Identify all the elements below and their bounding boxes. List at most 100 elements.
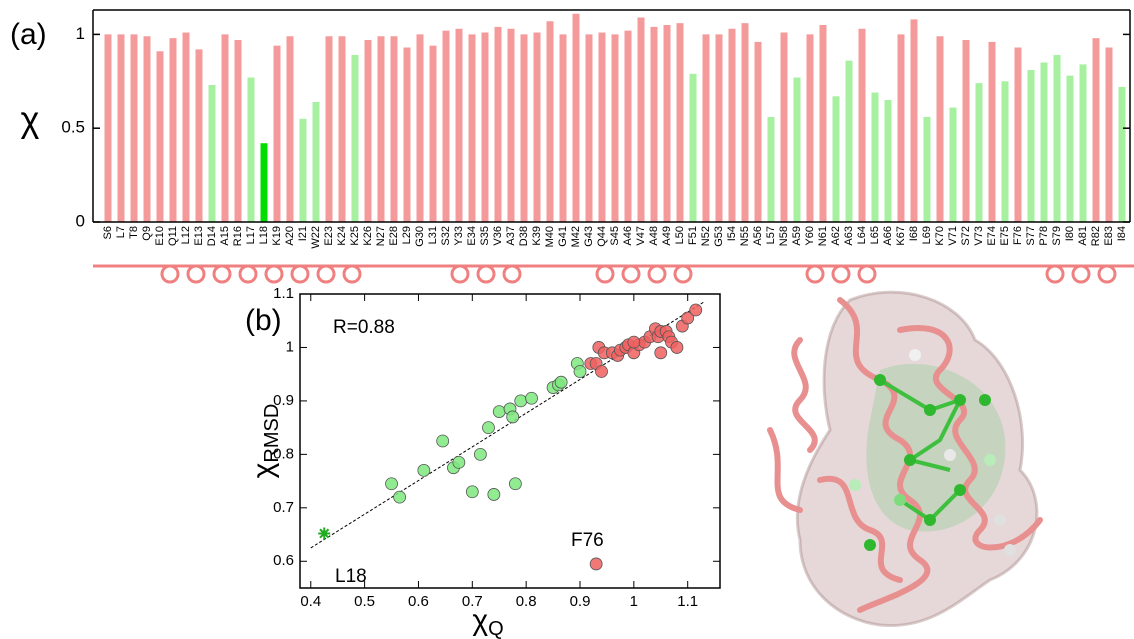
helix-loop	[186, 264, 206, 284]
bar	[182, 32, 190, 222]
bar	[1001, 81, 1009, 222]
bar	[949, 107, 957, 222]
x-tick-label: S45	[609, 226, 621, 246]
plot-frame	[299, 293, 721, 589]
x-tick-label: A66	[882, 226, 894, 246]
bar	[299, 118, 307, 222]
x-tick-label: 0.8	[516, 593, 537, 610]
x-tick-label: L50	[674, 226, 686, 244]
point	[318, 527, 331, 540]
bar	[1027, 70, 1035, 222]
y-axis-label: χ	[21, 99, 40, 140]
x-tick-label: K70	[934, 226, 946, 246]
x-tick-label: I68	[908, 226, 920, 241]
helix-loop	[805, 264, 825, 284]
helix-loop	[450, 264, 470, 284]
point	[417, 463, 431, 477]
x-tick-label: S6	[102, 226, 114, 239]
bar	[832, 96, 840, 222]
bar	[247, 77, 255, 222]
bar	[741, 23, 749, 222]
text-part: χ	[247, 462, 280, 478]
point	[506, 410, 520, 424]
y-tick-label: 0.5	[61, 118, 85, 137]
text-part: RMSD	[261, 404, 283, 463]
x-tick-label: Y60	[804, 226, 816, 246]
helix-loop	[290, 264, 310, 284]
helix-loop	[595, 264, 615, 284]
x-tick-label: A37	[505, 226, 517, 246]
point	[670, 341, 684, 354]
bar	[819, 25, 827, 222]
bar	[806, 34, 814, 223]
bar	[611, 34, 619, 223]
x-tick-label: 0.6	[408, 593, 429, 610]
x-tick-label: S77	[1025, 226, 1037, 246]
bar	[429, 45, 437, 222]
x-tick-label: K67	[895, 226, 907, 246]
x-tick-label: N27	[375, 226, 387, 246]
helix-loop	[316, 264, 336, 284]
point	[654, 346, 668, 360]
bar	[286, 36, 294, 222]
helix-loop	[857, 264, 877, 284]
x-tick-label: L18	[258, 226, 270, 244]
bar	[897, 34, 905, 223]
bar	[676, 23, 684, 222]
bar	[923, 116, 931, 222]
y-tick-label: 0.7	[273, 499, 294, 516]
bar	[416, 34, 424, 223]
x-tick-label: K24	[336, 226, 348, 246]
bar	[1079, 64, 1087, 223]
y-tick-label: 1	[286, 338, 294, 355]
x-tick-label: R16	[232, 226, 244, 246]
x-tick-label: L69	[921, 226, 933, 244]
x-tick-label: S72	[960, 226, 972, 246]
bar	[1105, 47, 1113, 222]
bar	[1014, 47, 1022, 222]
bar	[871, 92, 879, 222]
x-tick-label: I80	[1064, 226, 1076, 241]
bar	[975, 83, 983, 222]
bar	[312, 101, 320, 222]
text-part: χ	[472, 604, 488, 637]
point	[681, 311, 695, 325]
bar	[715, 34, 723, 223]
point	[595, 365, 608, 378]
helix-loop	[1045, 264, 1065, 284]
x-tick-label: S35	[479, 226, 491, 246]
bar	[962, 40, 970, 222]
bar	[351, 55, 359, 222]
bar	[793, 77, 801, 222]
x-tick-label: S32	[440, 226, 452, 246]
bar	[780, 32, 788, 222]
point	[482, 421, 495, 435]
x-tick-label: G53	[713, 226, 725, 247]
annotation: L18	[335, 566, 367, 587]
bar	[650, 26, 658, 223]
helix-loop	[621, 264, 641, 284]
helix-loop	[476, 264, 496, 284]
y-tick-label: 1	[76, 24, 85, 43]
bar	[130, 34, 138, 223]
x-tick-label: M40	[544, 226, 556, 247]
x-tick-label: I54	[726, 226, 738, 241]
helix-loop	[647, 264, 667, 284]
y-tick-label: 1.1	[273, 285, 294, 302]
x-tick-label: D38	[518, 226, 530, 246]
point	[689, 303, 703, 317]
bar	[117, 34, 125, 223]
point	[508, 477, 522, 491]
point	[452, 455, 466, 469]
x-tick-label: V47	[635, 226, 647, 246]
helix-loop	[1097, 264, 1117, 284]
bar	[754, 41, 762, 223]
bar	[390, 36, 398, 222]
x-tick-label: E28	[388, 226, 400, 246]
x-tick-label: E75	[999, 226, 1011, 246]
x-tick-label: M42	[570, 226, 582, 247]
bar	[1092, 38, 1100, 222]
y-axis-label: χRMSD	[247, 404, 283, 479]
x-tick-label: F51	[687, 226, 699, 245]
bar	[364, 40, 372, 222]
